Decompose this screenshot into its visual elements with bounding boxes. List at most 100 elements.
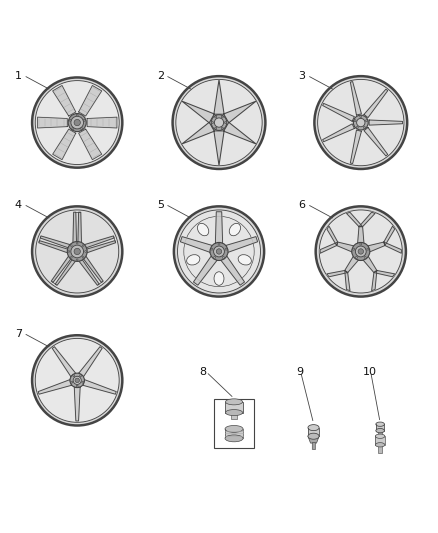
- Polygon shape: [53, 129, 76, 160]
- Circle shape: [71, 245, 84, 258]
- Circle shape: [76, 243, 78, 244]
- Circle shape: [69, 119, 71, 121]
- Circle shape: [358, 249, 364, 254]
- Polygon shape: [337, 242, 354, 252]
- Circle shape: [214, 246, 224, 257]
- Ellipse shape: [32, 335, 122, 425]
- Circle shape: [211, 115, 227, 131]
- Ellipse shape: [238, 255, 251, 265]
- Text: 9: 9: [297, 367, 304, 377]
- Circle shape: [70, 373, 85, 387]
- Text: 10: 10: [363, 367, 377, 377]
- Circle shape: [74, 248, 80, 255]
- Circle shape: [80, 375, 81, 377]
- Polygon shape: [83, 236, 114, 248]
- Polygon shape: [358, 227, 364, 244]
- Polygon shape: [323, 103, 354, 121]
- Polygon shape: [367, 242, 385, 252]
- Polygon shape: [79, 129, 102, 160]
- Ellipse shape: [32, 206, 122, 296]
- Polygon shape: [79, 85, 102, 116]
- Polygon shape: [78, 212, 81, 244]
- Ellipse shape: [198, 223, 209, 236]
- Polygon shape: [327, 270, 348, 277]
- Text: 8: 8: [200, 367, 207, 377]
- Circle shape: [74, 119, 80, 126]
- Polygon shape: [345, 256, 359, 272]
- Ellipse shape: [177, 210, 261, 293]
- Polygon shape: [38, 117, 67, 128]
- Polygon shape: [214, 131, 224, 165]
- Ellipse shape: [318, 79, 404, 166]
- Circle shape: [82, 256, 84, 258]
- Ellipse shape: [32, 77, 122, 168]
- Bar: [378, 430, 382, 436]
- Polygon shape: [38, 379, 72, 394]
- Circle shape: [214, 118, 224, 127]
- Polygon shape: [363, 256, 377, 272]
- Bar: [378, 444, 382, 454]
- Circle shape: [353, 248, 355, 250]
- Circle shape: [215, 116, 217, 118]
- Polygon shape: [323, 124, 354, 142]
- Circle shape: [215, 127, 217, 129]
- Polygon shape: [194, 256, 217, 285]
- Bar: [226, 402, 243, 413]
- Ellipse shape: [214, 272, 224, 285]
- Circle shape: [354, 120, 356, 122]
- Polygon shape: [215, 212, 223, 244]
- Polygon shape: [82, 255, 103, 282]
- Text: 6: 6: [298, 200, 305, 210]
- Ellipse shape: [225, 425, 243, 432]
- Polygon shape: [364, 127, 388, 156]
- Text: 2: 2: [157, 71, 164, 81]
- Polygon shape: [221, 256, 244, 285]
- Polygon shape: [345, 270, 350, 290]
- Circle shape: [223, 256, 224, 259]
- Polygon shape: [320, 242, 338, 253]
- Polygon shape: [78, 258, 99, 285]
- Circle shape: [367, 248, 369, 250]
- Polygon shape: [180, 237, 212, 253]
- Polygon shape: [39, 241, 70, 253]
- Circle shape: [68, 251, 70, 252]
- Circle shape: [365, 120, 367, 122]
- Bar: [214, 399, 254, 448]
- Text: 4: 4: [15, 200, 22, 210]
- Ellipse shape: [314, 76, 407, 169]
- Ellipse shape: [308, 433, 319, 439]
- Ellipse shape: [375, 443, 385, 447]
- Ellipse shape: [375, 434, 385, 438]
- Polygon shape: [350, 82, 361, 115]
- Circle shape: [218, 243, 220, 245]
- Circle shape: [82, 381, 84, 383]
- Polygon shape: [359, 212, 375, 227]
- Circle shape: [71, 245, 72, 246]
- Circle shape: [85, 251, 86, 252]
- Ellipse shape: [376, 422, 385, 426]
- Circle shape: [71, 381, 73, 383]
- Ellipse shape: [35, 80, 119, 165]
- Polygon shape: [52, 347, 76, 377]
- Polygon shape: [85, 241, 116, 253]
- Polygon shape: [384, 226, 395, 246]
- Bar: [231, 411, 237, 419]
- Polygon shape: [327, 226, 338, 246]
- Ellipse shape: [226, 399, 243, 405]
- Circle shape: [353, 115, 368, 130]
- Polygon shape: [308, 436, 319, 443]
- Ellipse shape: [226, 409, 243, 416]
- Ellipse shape: [376, 429, 385, 433]
- Circle shape: [81, 127, 83, 130]
- Circle shape: [355, 246, 366, 257]
- Circle shape: [360, 243, 362, 245]
- Polygon shape: [40, 236, 71, 248]
- Circle shape: [357, 118, 365, 127]
- Circle shape: [212, 122, 213, 124]
- Circle shape: [83, 119, 85, 121]
- Bar: [225, 428, 243, 438]
- Text: 3: 3: [298, 71, 305, 81]
- Circle shape: [214, 256, 215, 259]
- Circle shape: [71, 256, 72, 258]
- Ellipse shape: [229, 223, 240, 236]
